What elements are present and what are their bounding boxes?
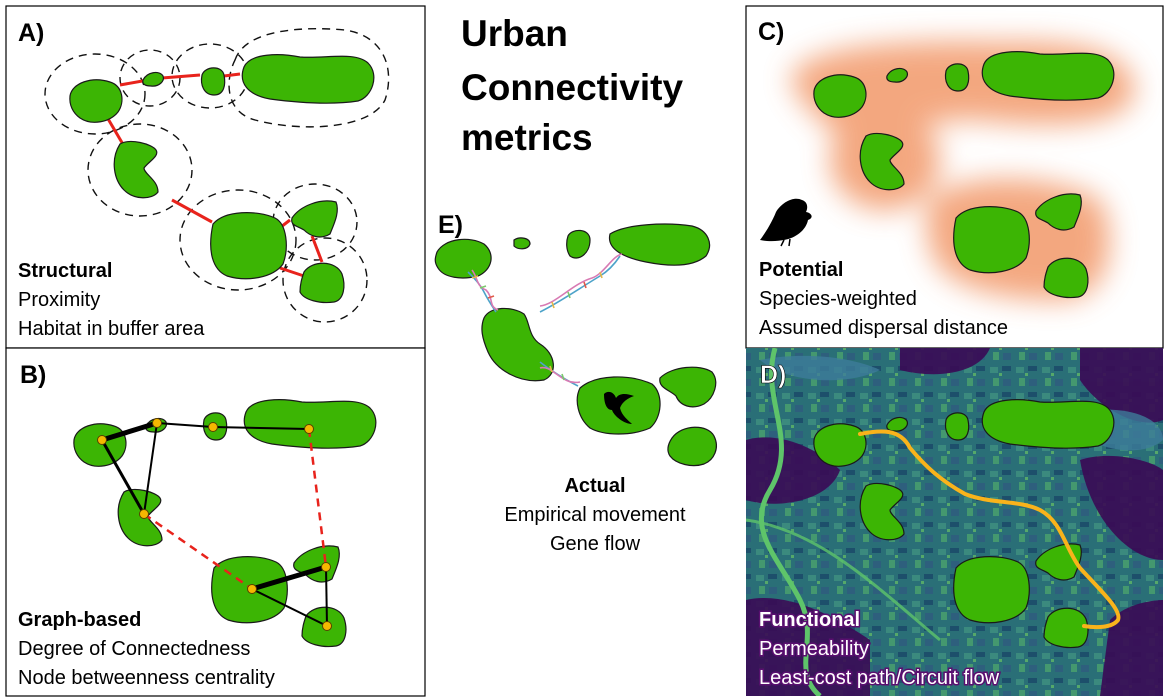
habitat-patches — [434, 223, 717, 467]
panel-e-line-1: Empirical movement — [504, 504, 686, 526]
panel-c-line-2: Assumed dispersal distance — [759, 317, 1008, 339]
panel-d-line-1: Permeability — [759, 638, 869, 660]
panel-c-line-1: Species-weighted — [759, 288, 917, 310]
title-line-1: Urban — [461, 13, 568, 54]
green-corridor — [746, 518, 941, 642]
bird-silhouette-icon — [760, 198, 812, 247]
panel-a-line-2: Habitat in buffer area — [18, 318, 205, 340]
panel-b-heading: Graph-based — [18, 609, 141, 631]
panel-d-line-2: Least-cost path/Circuit flow — [759, 667, 1000, 689]
graph-nodes — [97, 418, 332, 631]
panel-label-d: D) — [760, 361, 786, 389]
panel-d-heading: Functional — [759, 609, 860, 631]
panel-label-e: E) — [438, 211, 463, 239]
panel-c-heading: Potential — [759, 259, 843, 281]
panel-a-structural — [44, 28, 390, 323]
panel-label-c: C) — [758, 18, 784, 46]
panel-label-a: A) — [18, 19, 44, 47]
potential-links — [143, 428, 328, 591]
graph-edges — [100, 420, 328, 627]
panel-d-functional — [746, 348, 1163, 696]
panel-e-actual — [434, 223, 717, 467]
panel-e-line-2: Gene flow — [550, 533, 641, 555]
dna-helix-icon — [467, 253, 623, 387]
title-line-2: Connectivity — [461, 67, 683, 108]
flying-bird-icon — [604, 391, 634, 424]
panel-label-b: B) — [20, 361, 46, 389]
least-cost-path — [858, 429, 1121, 630]
river — [758, 348, 822, 696]
panel-a-heading: Structural — [18, 260, 112, 282]
panel-b-line-2: Node betweenness centrality — [18, 667, 275, 689]
title-line-3: metrics — [461, 117, 593, 158]
panel-c-potential — [760, 41, 1135, 300]
panel-a-line-1: Proximity — [18, 289, 100, 311]
panel-b-line-1: Degree of Connectedness — [18, 638, 250, 660]
panel-e-heading: Actual — [564, 475, 625, 497]
panel-b-graph — [73, 399, 377, 648]
